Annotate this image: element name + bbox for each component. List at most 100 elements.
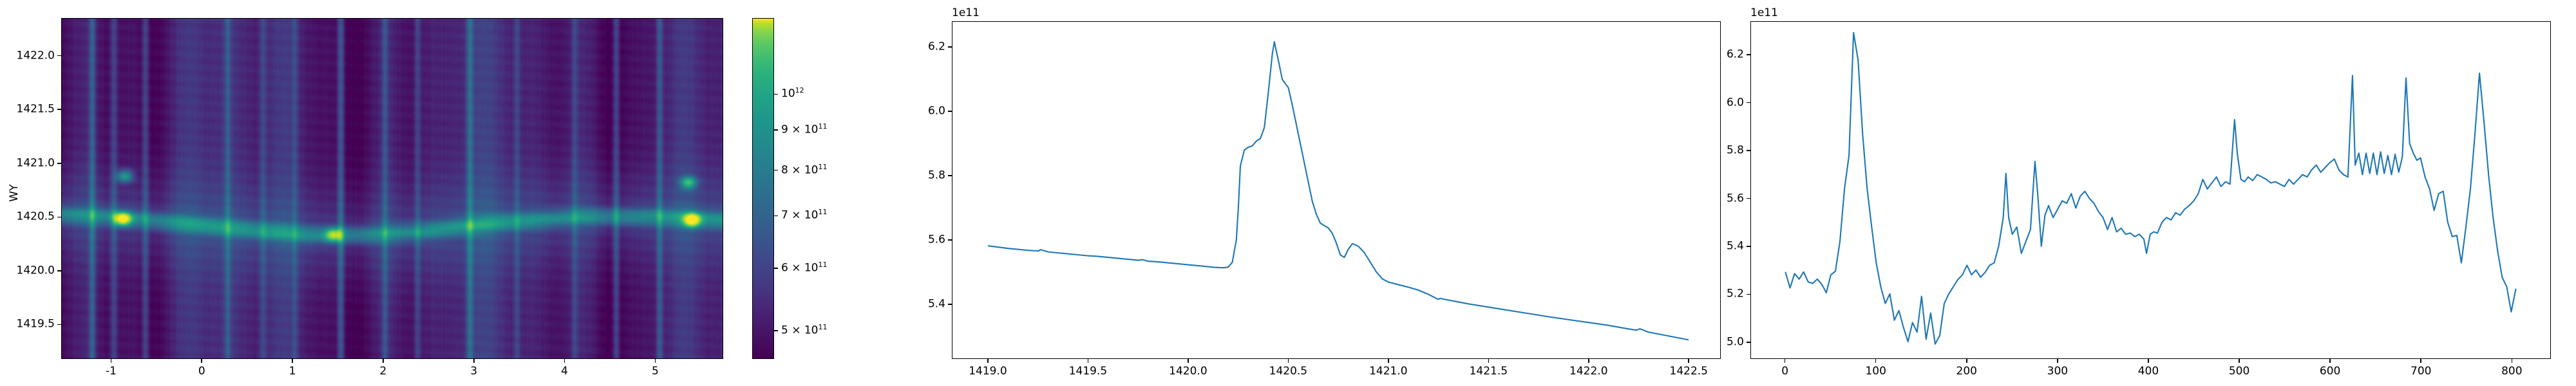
timeseries-x-ticklabel-7: 700 [2410,365,2432,378]
spectrum-x-ticklabel-5: 1421.5 [1469,365,1508,378]
timeseries-y-ticklabel-1: 5.2 [1726,287,1744,300]
timeseries-offset-text: 1e11 [1750,6,1778,19]
colorbar-tickmark-2 [774,215,778,217]
spectrum-x-ticklabel-1: 1419.5 [1068,365,1108,378]
waterfall-y-ticklabel-2: 1420.5 [16,210,55,223]
spectrum-data-line [989,42,1688,340]
timeseries-y-ticklabel-0: 5.0 [1726,335,1744,349]
waterfall-x-tickmark-3 [383,359,384,363]
waterfall-y-ticklabel-4: 1421.5 [16,102,55,116]
colorbar-gradient [753,19,773,358]
waterfall-x-ticklabel-2: 1 [289,365,296,378]
timeseries-x-ticklabel-0: 0 [1781,365,1789,378]
waterfall-x-ticklabel-3: 2 [379,365,387,378]
spectrum-y-ticklabel-1: 5.6 [927,233,945,246]
spectrum-y-ticklabel-4: 6.2 [927,40,945,53]
spectrum-offset-text: 1e11 [952,6,980,19]
timeseries-x-ticklabel-4: 400 [2137,365,2159,378]
colorbar-ticklabel-5: 1012 [781,86,804,100]
timeseries-y-ticklabel-2: 5.4 [1726,239,1744,253]
colorbar-ticklabel-4: 9 × 1011 [781,122,828,136]
timeseries-x-ticklabel-5: 500 [2228,365,2250,378]
spectrum-y-tickmark-2 [948,175,952,176]
waterfall-x-ticklabel-6: 5 [651,365,659,378]
timeseries-x-tickmark-5 [2239,359,2240,363]
timeseries-data-line [1786,33,2516,344]
timeseries-x-tickmark-7 [2420,359,2422,363]
colorbar-ticklabel-2: 7 × 1011 [781,208,828,222]
timeseries-x-tickmark-8 [2511,359,2513,363]
waterfall-x-tickmark-5 [564,359,565,363]
spectrum-x-tickmark-2 [1188,359,1189,363]
waterfall-y-tickmark-5 [57,55,61,57]
timeseries-x-ticklabel-1: 100 [1865,365,1886,378]
spectrum-x-tickmark-7 [1688,359,1690,363]
timeseries-x-ticklabel-3: 300 [2047,365,2069,378]
colorbar-tickmark-3 [774,169,778,171]
colorbar-tickmark-0 [774,329,778,331]
panel-timeseries: 1e11 5.0 5.2 5.4 5.6 5.8 6.0 6.2 0 100 200 300 400… [1723,0,2576,386]
colorbar-ticklabel-3: 8 × 1011 [781,162,828,177]
waterfall-x-tickmark-6 [654,359,656,363]
spectrum-x-ticklabel-6: 1422.0 [1569,365,1608,378]
waterfall-y-ticklabel-3: 1421.0 [16,156,55,170]
waterfall-y-tickmark-2 [57,216,61,218]
timeseries-y-tickmark-6 [1747,54,1750,55]
colorbar-ticklabel-1: 6 × 1011 [781,260,828,275]
spectrum-x-ticklabel-2: 1420.0 [1169,365,1208,378]
spectrum-x-ticklabel-0: 1419.0 [969,365,1007,378]
spectrum-y-tickmark-4 [948,46,952,48]
spectrum-x-ticklabel-3: 1420.5 [1269,365,1308,378]
spectrum-y-tickmark-1 [948,239,952,241]
timeseries-y-tickmark-2 [1747,246,1750,247]
timeseries-y-tickmark-5 [1747,102,1750,104]
timeseries-x-tickmark-4 [2148,359,2149,363]
waterfall-y-tickmark-0 [57,324,61,326]
waterfall-x-tickmark-0 [110,359,112,363]
waterfall-axes[interactable] [61,18,723,359]
timeseries-plot-svg [1751,22,2550,358]
waterfall-x-ticklabel-0: -1 [105,365,117,378]
timeseries-x-tickmark-2 [1965,359,1967,363]
waterfall-y-ticklabel-0: 1419.5 [16,317,55,331]
timeseries-y-ticklabel-4: 5.8 [1726,143,1744,157]
spectrum-x-tickmark-6 [1587,359,1589,363]
spectrum-x-tickmark-5 [1488,359,1490,363]
panel-spectrum: 1e11 5.4 5.6 5.8 6.0 6.2 1419.0 1419.5 1420.0 1… [857,0,1723,386]
timeseries-y-tickmark-3 [1747,198,1750,199]
waterfall-x-tickmark-2 [292,359,293,363]
spectrum-x-tickmark-3 [1287,359,1289,363]
waterfall-x-ticklabel-5: 4 [561,365,568,378]
spectrum-axes[interactable] [952,21,1721,359]
timeseries-axes[interactable] [1750,21,2551,359]
waterfall-x-tickmark-1 [201,359,203,363]
timeseries-y-ticklabel-3: 5.6 [1726,192,1744,205]
colorbar-tickmark-1 [774,268,778,269]
waterfall-x-ticklabel-1: 0 [198,365,205,378]
spectrum-y-ticklabel-3: 6.0 [927,104,945,118]
panel-waterfall: WY 1419.5 1420.0 1420.5 1421.0 1421.5 1422.0 … [0,0,857,386]
colorbar-tickmark-5 [774,93,778,95]
intensity-colorbar[interactable] [752,18,774,359]
spectrum-x-tickmark-0 [987,359,989,363]
spectrum-y-ticklabel-2: 5.8 [927,169,945,182]
spectrum-x-tickmark-4 [1388,359,1389,363]
waterfall-ylabel: WY [8,184,21,202]
timeseries-x-ticklabel-2: 200 [1956,365,1978,378]
waterfall-x-tickmark-4 [473,359,475,363]
timeseries-y-ticklabel-6: 6.2 [1726,48,1744,61]
waterfall-x-ticklabel-4: 3 [470,365,478,378]
timeseries-x-ticklabel-8: 800 [2501,365,2523,378]
timeseries-x-tickmark-1 [1875,359,1877,363]
timeseries-y-tickmark-0 [1747,342,1750,343]
timeseries-y-ticklabel-5: 6.0 [1726,96,1744,109]
timeseries-y-tickmark-4 [1747,150,1750,151]
timeseries-x-tickmark-3 [2057,359,2058,363]
spectrum-plot-svg [952,22,1720,358]
spectrum-y-tickmark-3 [948,111,952,112]
waterfall-y-tickmark-4 [57,109,61,110]
spectrum-x-tickmark-1 [1087,359,1089,363]
spectrum-y-tickmark-0 [948,304,952,305]
timeseries-x-tickmark-6 [2329,359,2331,363]
